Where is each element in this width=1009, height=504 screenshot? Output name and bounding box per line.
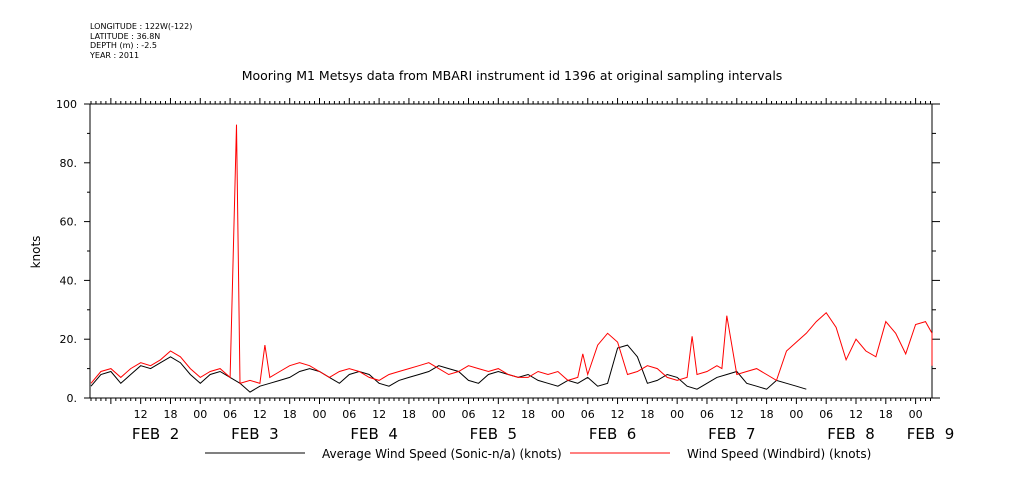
legend-label-sonic: Average Wind Speed (Sonic-n/a) (knots): [322, 447, 562, 461]
x-day-label: FEB 2: [132, 425, 179, 443]
y-tick-label: 0.: [67, 392, 78, 405]
x-day-label: FEB 3: [231, 425, 278, 443]
x-day-label: FEB 9: [907, 425, 954, 443]
y-tick-label: 100: [56, 98, 77, 111]
y-tick-label: 60.: [60, 216, 78, 229]
x-hour-label: 12: [730, 408, 744, 421]
y-tick-label: 20.: [60, 333, 78, 346]
x-hour-label: 18: [163, 408, 177, 421]
x-hour-label: 12: [372, 408, 386, 421]
x-day-label: FEB 5: [470, 425, 517, 443]
x-hour-label: 18: [760, 408, 774, 421]
legend: Average Wind Speed (Sonic-n/a) (knots) W…: [205, 447, 871, 461]
series-layer: [90, 124, 933, 393]
x-hour-label: 12: [611, 408, 625, 421]
x-hour-label: 00: [670, 408, 684, 421]
x-hour-label: 06: [581, 408, 595, 421]
x-day-label: FEB 8: [827, 425, 874, 443]
legend-label-windbird: Wind Speed (Windbird) (knots): [687, 447, 871, 461]
x-hour-label: 06: [462, 408, 476, 421]
x-hour-label: 00: [551, 408, 565, 421]
x-day-label: FEB 4: [350, 425, 397, 443]
series-line-windbird: [90, 124, 933, 384]
y-tick-label: 40.: [60, 274, 78, 287]
x-hour-label: 12: [491, 408, 505, 421]
metadata-block: LONGITUDE : 122W(-122) LATITUDE : 36.8N …: [90, 22, 192, 60]
x-day-label: FEB 6: [589, 425, 636, 443]
x-hour-label: 00: [193, 408, 207, 421]
x-hour-label: 18: [402, 408, 416, 421]
x-hour-label: 06: [342, 408, 356, 421]
series-line-sonic: [90, 344, 807, 393]
x-hour-label: 12: [134, 408, 148, 421]
plot-frame: [89, 103, 933, 399]
x-hour-label: 06: [700, 408, 714, 421]
x-hour-label: 12: [849, 408, 863, 421]
x-hour-label: 00: [789, 408, 803, 421]
x-hour-label: 06: [819, 408, 833, 421]
x-day-label: FEB 7: [708, 425, 755, 443]
x-hour-label: 12: [253, 408, 267, 421]
x-hour-label: 00: [313, 408, 327, 421]
latitude-text: LATITUDE : 36.8N: [90, 31, 161, 41]
x-hour-label: 00: [432, 408, 446, 421]
chart-title: Mooring M1 Metsys data from MBARI instru…: [242, 68, 783, 83]
x-hour-label: 18: [640, 408, 654, 421]
depth-text: DEPTH (m) : -2.5: [90, 41, 157, 50]
x-hour-label: 18: [521, 408, 535, 421]
longitude-text: LONGITUDE : 122W(-122): [90, 22, 193, 31]
x-hour-label: 18: [283, 408, 297, 421]
y-axis-label: knots: [29, 236, 43, 269]
x-hour-label: 00: [909, 408, 923, 421]
y-tick-label: 80.: [60, 157, 78, 170]
axis-ticks: 0. 20. 40. 60. 80. 100 12 18 00 06 12 18 00 06 12 18 00 0…: [56, 98, 954, 443]
year-text: YEAR : 2011: [90, 50, 140, 60]
x-hour-label: 18: [879, 408, 893, 421]
x-hour-label: 06: [223, 408, 237, 421]
